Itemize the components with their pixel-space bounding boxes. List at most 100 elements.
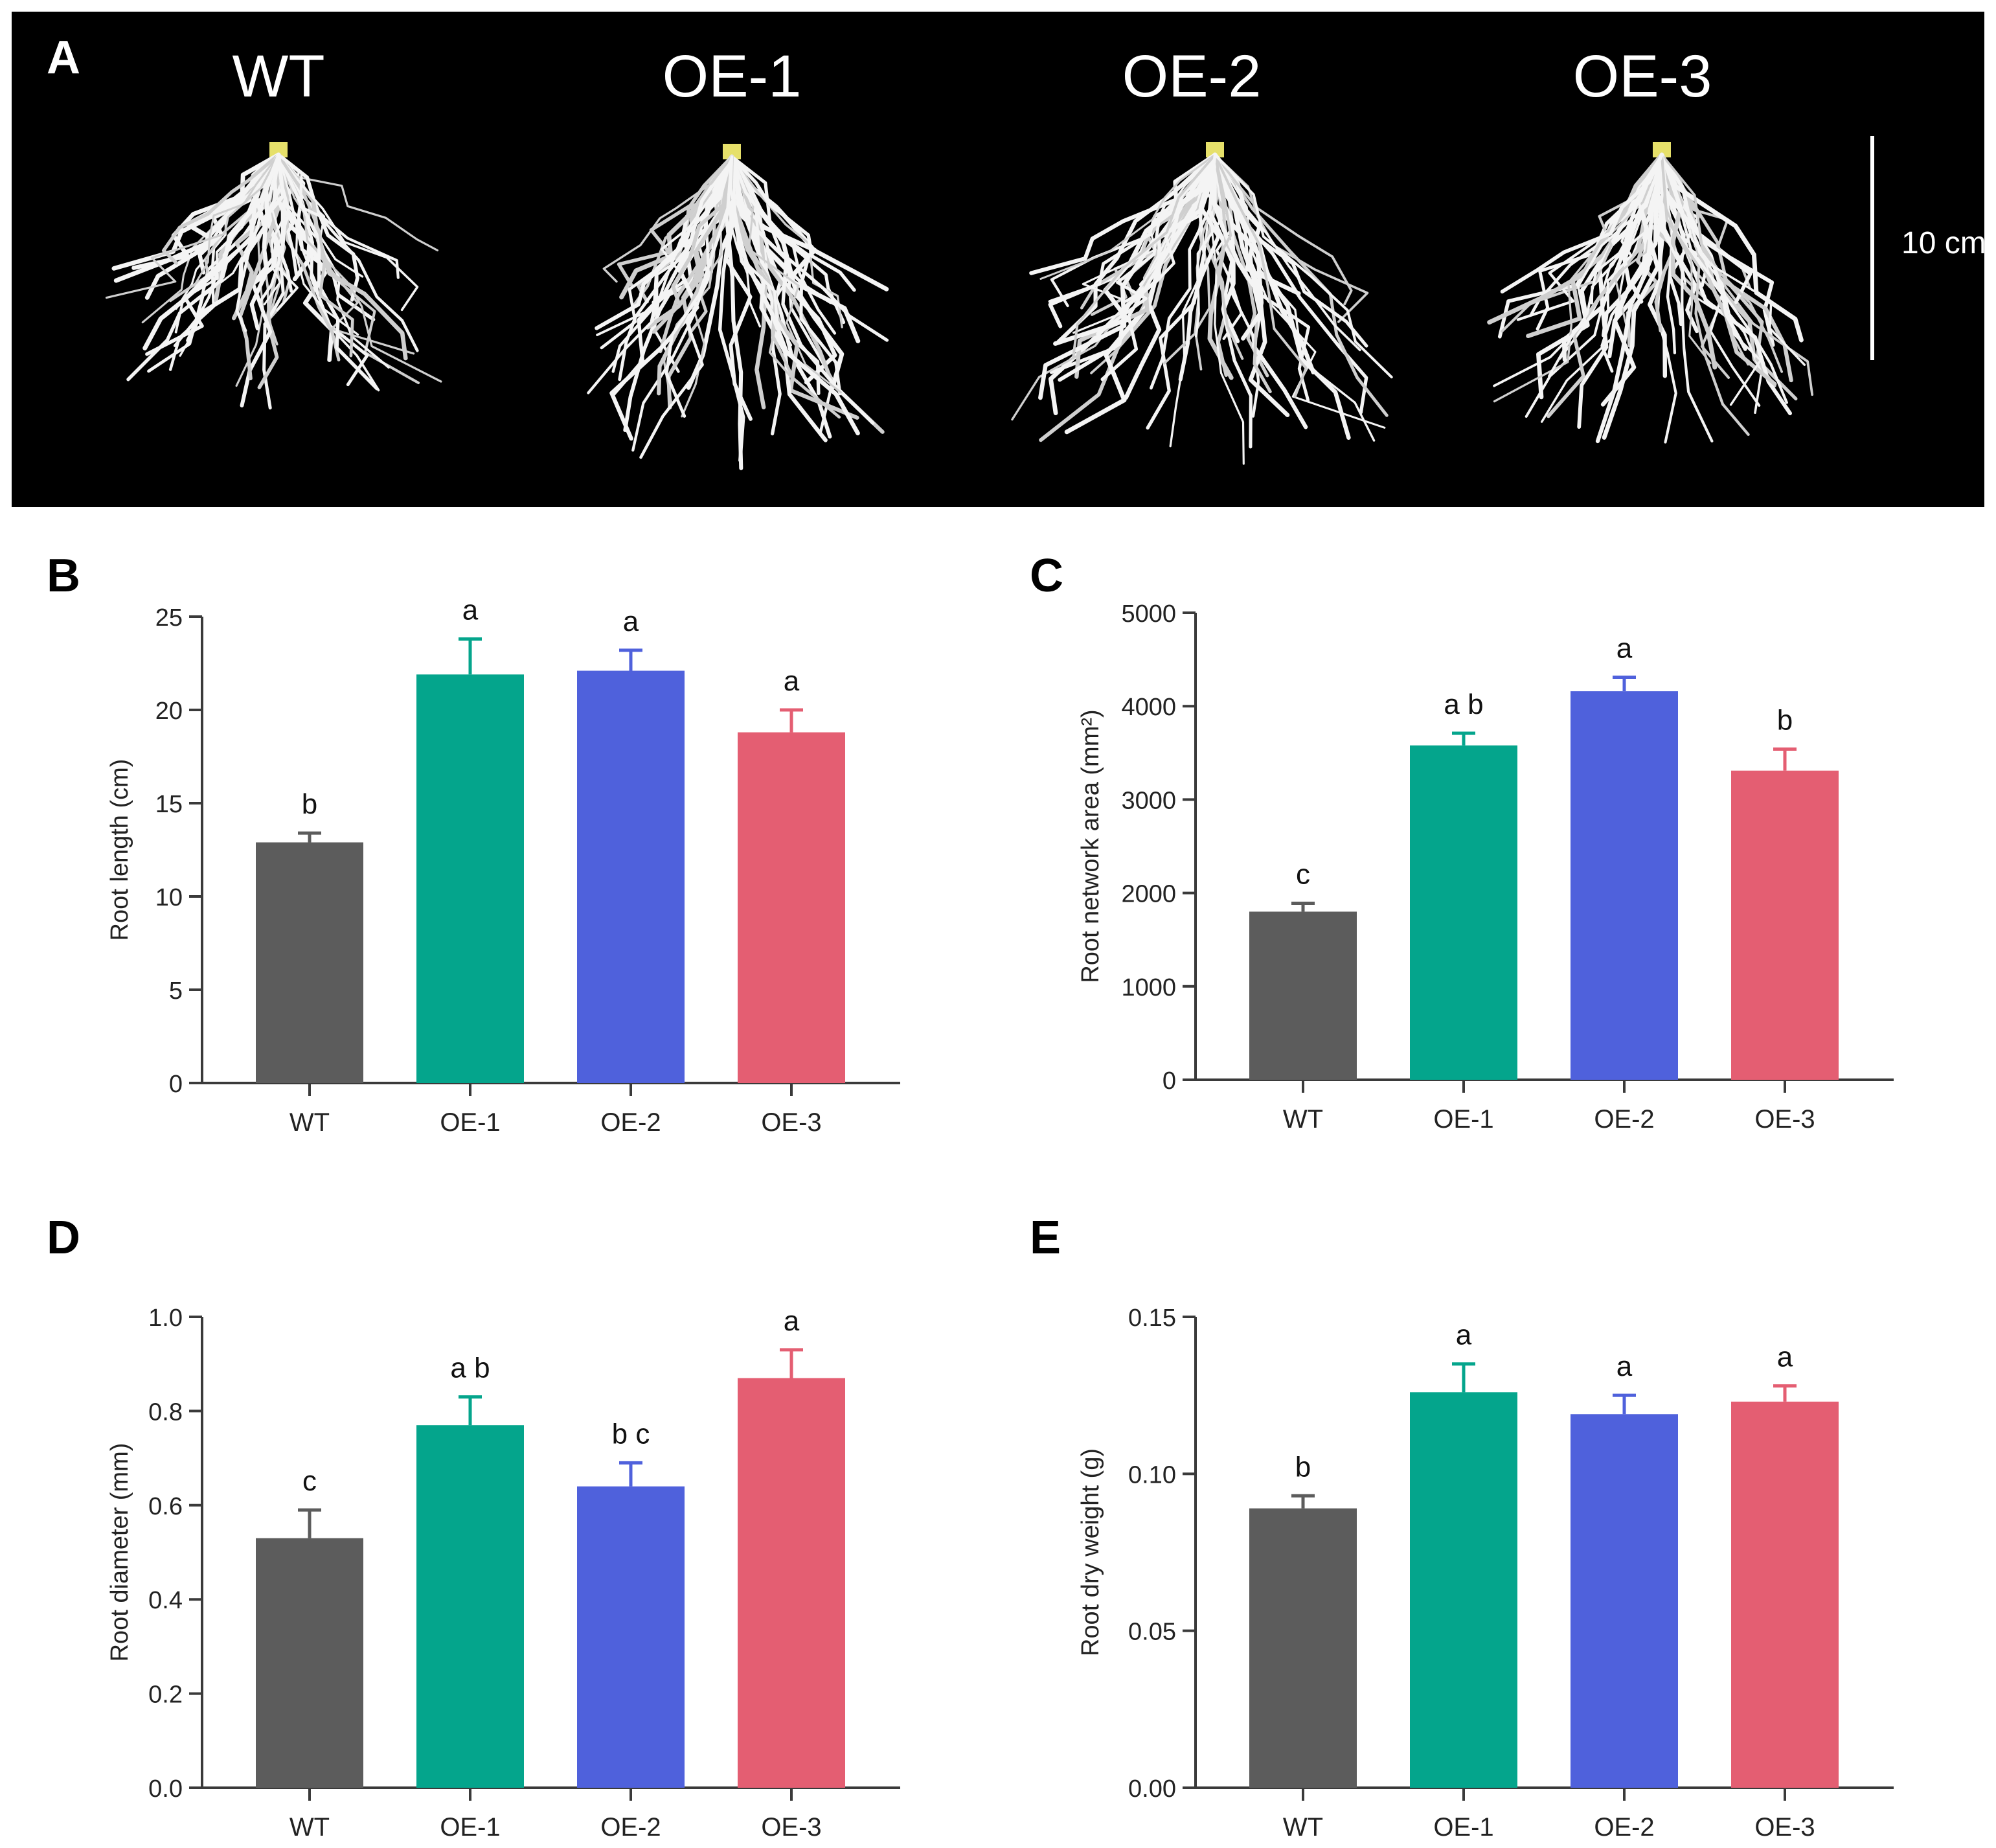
y-tick-label-b: 25 — [155, 604, 183, 632]
y-tick-label-e: 0.00 — [1128, 1775, 1176, 1803]
bar-e-wt — [1249, 1508, 1357, 1788]
root-strand — [1205, 153, 1229, 378]
root-strand — [664, 155, 734, 418]
root-strand — [235, 153, 280, 332]
root-strand — [186, 152, 281, 343]
sig-letter-e-wt: b — [1295, 1451, 1311, 1483]
bar-e-oe-2 — [1571, 1414, 1678, 1788]
sig-letter-b-wt: b — [302, 788, 317, 820]
y-axis-label-e: Root dry weight (g) — [1077, 1448, 1104, 1656]
root-strand — [1213, 153, 1244, 360]
bar-d-oe-1 — [416, 1425, 524, 1788]
root-strand — [1214, 154, 1376, 442]
bar-e-oe-1 — [1410, 1392, 1517, 1788]
y-tick-label-d: 0.6 — [148, 1493, 183, 1520]
root-strand — [1208, 154, 1245, 465]
root-strand — [1660, 153, 1750, 437]
bar-c-oe-2 — [1571, 691, 1678, 1080]
bar-c-oe-1 — [1410, 745, 1517, 1080]
root-strand — [1058, 153, 1217, 382]
scale-bar — [1870, 136, 1874, 360]
sig-letter-c-oe-1: a b — [1444, 689, 1483, 720]
x-tick-label-b-wt: WT — [289, 1108, 330, 1137]
bar-d-oe-3 — [738, 1378, 845, 1788]
root-system-2 — [1011, 142, 1393, 465]
root-strand — [596, 155, 733, 336]
panel-letter-e: E — [1030, 1212, 1061, 1264]
root-strand — [1150, 153, 1217, 390]
root-strand — [1660, 153, 1752, 304]
root-strand — [1595, 152, 1664, 444]
root-strand — [718, 155, 745, 462]
panel-letter-a: A — [47, 32, 80, 84]
bar-b-wt — [256, 842, 363, 1083]
root-strand — [619, 154, 734, 300]
x-tick-label-c-oe-2: OE-2 — [1594, 1105, 1654, 1134]
root-strand — [652, 155, 734, 334]
x-tick-label-b-oe-1: OE-1 — [440, 1108, 500, 1137]
root-strand — [1500, 153, 1664, 294]
y-axis-label-d: Root diameter (mm) — [106, 1443, 133, 1662]
root-strand — [1493, 154, 1663, 403]
root-strand — [1029, 152, 1218, 275]
root-system-1 — [587, 144, 889, 470]
root-strand — [277, 154, 419, 312]
root-strand — [1039, 154, 1216, 280]
roots-drawing — [105, 142, 1814, 470]
root-strand — [730, 155, 842, 396]
root-strand — [725, 154, 743, 470]
root-strand — [1661, 154, 1784, 373]
y-tick-label-b: 15 — [155, 791, 183, 818]
y-tick-label-c: 0 — [1162, 1067, 1176, 1095]
sig-letter-b-oe-3: a — [784, 665, 800, 697]
scale-bar-label: 10 cm — [1901, 226, 1986, 260]
root-strand — [1096, 153, 1217, 336]
bar-b-oe-2 — [577, 670, 685, 1083]
root-strand — [249, 152, 286, 331]
root-strand — [1214, 154, 1353, 306]
root-strand — [1214, 154, 1308, 398]
root-strand — [105, 154, 280, 299]
sig-letter-d-oe-3: a — [784, 1305, 800, 1337]
root-strand — [145, 153, 280, 356]
root-strand — [1100, 153, 1217, 382]
root-strand — [1606, 154, 1663, 310]
root-strand — [1661, 154, 1806, 366]
y-tick-label-e: 0.05 — [1128, 1619, 1176, 1646]
root-strand — [730, 155, 846, 325]
root-strand — [1212, 152, 1290, 417]
root-strand — [611, 155, 734, 397]
y-tick-label-c: 2000 — [1121, 881, 1176, 908]
root-strand — [277, 153, 341, 361]
sig-letter-e-oe-3: a — [1777, 1341, 1793, 1373]
photo-label-oe3: OE-3 — [1572, 43, 1712, 109]
x-tick-label-c-wt: WT — [1283, 1105, 1323, 1134]
bar-b-oe-1 — [416, 674, 524, 1083]
root-strand — [231, 152, 281, 321]
root-strand — [1213, 153, 1368, 415]
bar-b-oe-3 — [738, 732, 845, 1083]
y-tick-label-c: 3000 — [1121, 787, 1176, 814]
y-tick-label-b: 5 — [169, 977, 183, 1005]
sig-letter-c-oe-2: a — [1616, 632, 1633, 664]
photo-label-oe2: OE-2 — [1122, 43, 1262, 109]
root-strand — [277, 154, 359, 336]
y-tick-label-b: 20 — [155, 698, 183, 725]
root-strand — [277, 153, 354, 358]
y-tick-label-b: 10 — [155, 884, 183, 911]
root-strand — [1659, 152, 1804, 343]
x-tick-label-b-oe-2: OE-2 — [600, 1108, 661, 1137]
root-strand — [273, 153, 299, 278]
root-strand — [1072, 154, 1216, 359]
x-tick-label-c-oe-3: OE-3 — [1754, 1105, 1815, 1134]
y-tick-label-b: 0 — [169, 1071, 183, 1098]
sig-letter-b-oe-2: a — [623, 606, 639, 637]
root-photo-illustration — [105, 142, 1814, 470]
bar-e-oe-3 — [1731, 1401, 1839, 1788]
root-strand — [1082, 154, 1216, 302]
root-strand — [730, 155, 875, 425]
root-strand — [1056, 152, 1218, 344]
root-strand — [1659, 152, 1718, 370]
root-strand — [729, 154, 828, 442]
